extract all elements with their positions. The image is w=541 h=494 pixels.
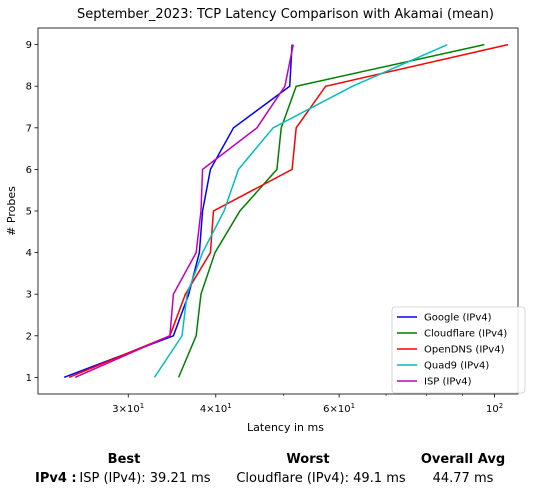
summary-row-label: IPv4 : xyxy=(35,471,77,486)
plot-area: 3×101 4×101 6×101 102 1 2 3 4 5 6 7 8 9 Google (IPv4)… xyxy=(26,27,526,415)
y-axis-label: # Probes xyxy=(5,186,18,236)
legend: Google (IPv4) Cloudflare (IPv4) OpenDNS (I… xyxy=(391,306,526,394)
x-tick-label-3: 102 xyxy=(486,402,503,415)
x-tick-label-2: 6×101 xyxy=(323,402,355,415)
legend-label-3: Quad9 (IPv4) xyxy=(424,361,489,372)
summary-worst-header: Worst xyxy=(286,452,330,467)
latency-chart: September_2023: TCP Latency Comparison w… xyxy=(5,7,526,434)
y-tick-label-4: 5 xyxy=(26,207,32,218)
summary-avg-value: 44.77 ms xyxy=(432,471,494,486)
series-line-3 xyxy=(153,43,448,378)
y-tick-label-0: 1 xyxy=(26,373,32,384)
y-tick-label-2: 3 xyxy=(26,290,32,301)
y-tick-label-1: 2 xyxy=(26,331,32,342)
legend-label-0: Google (IPv4) xyxy=(424,313,492,324)
legend-label-1: Cloudflare (IPv4) xyxy=(424,329,507,340)
summary-avg-header: Overall Avg xyxy=(420,452,506,467)
summary-worst-value: Cloudflare (IPv4): 49.1 ms xyxy=(236,471,406,486)
x-axis-label: Latency in ms xyxy=(247,421,324,434)
legend-label-2: OpenDNS (IPv4) xyxy=(424,345,505,356)
y-tick-label-7: 8 xyxy=(26,82,32,93)
y-tick-label-5: 6 xyxy=(26,165,32,176)
legend-box xyxy=(391,306,526,394)
y-tick-label-8: 9 xyxy=(26,40,32,51)
series-line-2 xyxy=(68,43,509,379)
legend-label-4: ISP (IPv4) xyxy=(424,377,472,388)
summary-best-value: ISP (IPv4): 39.21 ms xyxy=(79,471,211,486)
chart-title: September_2023: TCP Latency Comparison w… xyxy=(77,7,494,22)
summary-best-header: Best xyxy=(107,452,141,467)
series-line-4 xyxy=(74,44,294,379)
x-tick-label-1: 4×101 xyxy=(200,402,232,415)
series-line-1 xyxy=(177,43,485,378)
x-tick-label-0: 3×101 xyxy=(112,402,144,415)
y-tick-label-3: 4 xyxy=(26,248,32,259)
series-line-0 xyxy=(63,44,293,379)
y-tick-label-6: 7 xyxy=(26,123,32,134)
